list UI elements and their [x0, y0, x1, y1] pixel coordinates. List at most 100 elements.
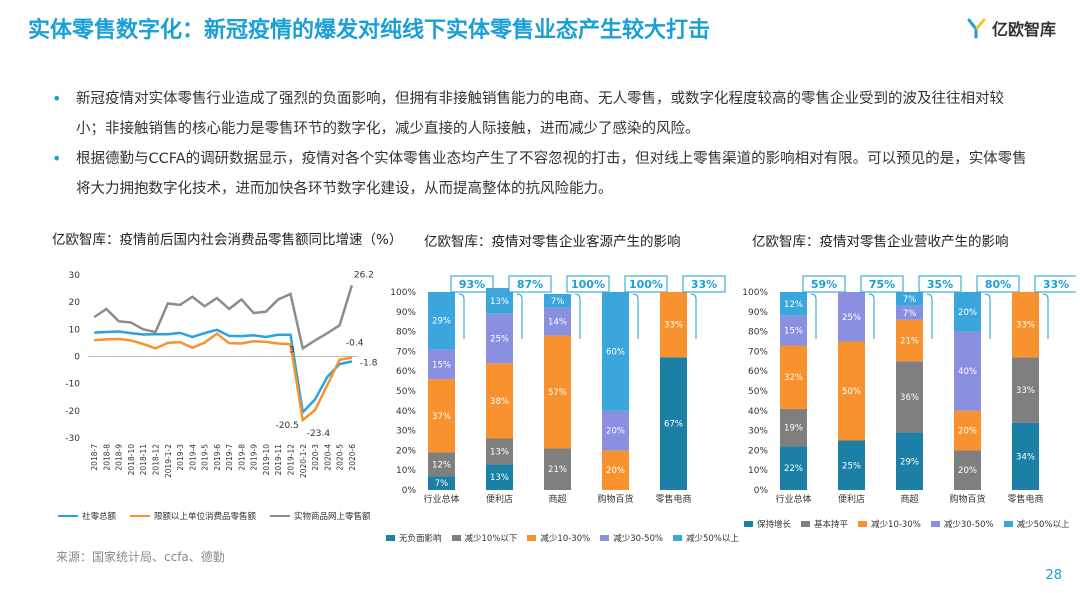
y-tick-label: 10%	[396, 466, 416, 476]
bar-segment	[780, 446, 807, 490]
callout-box	[566, 275, 610, 293]
data-label: 3	[289, 345, 295, 355]
bar-label: 7%	[903, 295, 917, 305]
callout-box	[624, 275, 668, 293]
bar-segment	[954, 410, 981, 451]
x-tick-label: 2019-12	[287, 444, 296, 476]
bar-label: 57%	[548, 388, 567, 398]
bar-segment	[896, 319, 923, 362]
x-tick-label: 零售电商	[1007, 493, 1043, 505]
bar-label: 67%	[664, 420, 683, 430]
legend-item: 减少50%以上	[672, 532, 739, 544]
x-tick-label: 便利店	[486, 493, 513, 505]
x-tick-label: 商超	[548, 493, 566, 505]
y-tick-label: 0	[74, 353, 80, 363]
revenue-impact-chart: 100% 90% 80% 70% 60% 50% 40% 30% 20% 10% 0% 22% 19% 3…	[742, 275, 1076, 505]
series-line	[94, 332, 353, 423]
bar-segment	[780, 292, 807, 316]
line-chart-legend: 社零总额 限额以上单位消费品零售额 实物商品网上零售额	[58, 510, 371, 522]
x-tick-label: 2018-7	[90, 444, 99, 471]
legend-item: 减少10-30%	[858, 518, 921, 530]
bar-label: 7%	[551, 297, 565, 307]
y-tick-label: 60%	[396, 367, 416, 377]
bar-segment	[1012, 357, 1039, 423]
bar-label: 34%	[1016, 452, 1035, 462]
y-tick-label: 0%	[402, 486, 417, 496]
bar-label: 14%	[548, 318, 567, 328]
page-title: 实体零售数字化：新冠疫情的爆发对纯线下实体零售业态产生较大打击	[28, 18, 711, 43]
legend-item: 减少50%以上	[1003, 518, 1070, 530]
callout-label: 80%	[985, 278, 1011, 291]
bar-segment	[486, 313, 513, 364]
x-tick-label: 2019-5	[201, 444, 210, 471]
bar-segment	[486, 363, 513, 439]
x-tick-label: 2019-10	[262, 444, 271, 476]
x-tick-label: 2019-1-2	[164, 444, 173, 478]
y-tick-label: 0%	[754, 486, 769, 496]
legend-item: 减少30-50%	[600, 532, 663, 544]
callout-label: 87%	[517, 278, 543, 291]
callout-bracket	[984, 293, 991, 339]
bar-label: 36%	[900, 393, 919, 403]
bar-segment	[954, 450, 981, 490]
logo-icon	[967, 18, 986, 39]
x-tick-label: 2018-9	[115, 444, 124, 471]
legend-item: 保持增长	[744, 518, 791, 530]
bar-label: 13%	[490, 297, 509, 307]
chart-title-customer-impact: 亿欧智库：疫情对零售企业客源产生的影响	[424, 234, 681, 250]
callout-box	[1034, 275, 1076, 293]
bar-label: 20%	[606, 427, 625, 437]
bar-segment	[428, 476, 455, 490]
y-tick-label: -10	[65, 380, 80, 390]
bar-label: 7%	[903, 309, 917, 319]
bar-label: 22%	[784, 464, 803, 474]
bar-segment	[838, 440, 865, 490]
bar-label: 15%	[784, 327, 803, 337]
legend-item: 限额以上单位消费品零售额	[130, 510, 256, 522]
legend-item: 基本持平	[801, 518, 848, 530]
callout-box	[976, 275, 1020, 293]
x-tick-label: 行业总体	[775, 493, 811, 505]
y-tick-label: 70%	[396, 347, 416, 357]
bar-label: 33%	[1016, 386, 1035, 396]
bar-label: 7%	[435, 479, 449, 489]
callout-bracket	[926, 293, 933, 339]
bar-label: 25%	[842, 313, 861, 323]
y-tick-label: 50%	[748, 387, 768, 397]
page-number: 28	[1045, 568, 1062, 583]
bar-label: 21%	[900, 337, 919, 347]
bar-segment	[896, 305, 923, 320]
bar-label: 25%	[842, 461, 861, 471]
bar-label: 38%	[490, 397, 509, 407]
bar-segment	[544, 448, 571, 490]
y-tick-label: 40%	[748, 407, 768, 417]
y-tick-label: 10%	[748, 466, 768, 476]
bar-segment	[602, 292, 629, 411]
x-tick-label: 商超	[900, 493, 918, 505]
callout-box	[450, 275, 494, 293]
y-tick-label: -20	[65, 407, 80, 417]
x-tick-label: 2019-9	[250, 444, 259, 471]
legend-item: 实物商品网上零售额	[270, 510, 371, 522]
y-tick-label: 90%	[396, 308, 416, 318]
x-tick-label: 2019-3	[176, 444, 185, 471]
customer-impact-chart: 100% 90% 80% 70% 60% 50% 40% 30% 20% 10% 0% 7% 12% 37…	[390, 275, 726, 505]
x-tick-label: 2019-4	[188, 444, 197, 471]
x-tick-label: 2020-5	[336, 444, 345, 471]
bar-label: 12%	[432, 460, 451, 470]
y-tick-label: 60%	[748, 367, 768, 377]
x-tick-label: 2018-12	[152, 444, 161, 476]
brand-logo: 亿欧智库	[966, 16, 1056, 40]
y-tick-label: 30%	[396, 427, 416, 437]
bar-label: 13%	[490, 473, 509, 483]
bullet-item: 新冠疫情对实体零售行业造成了强烈的负面影响，但拥有非接触销售能力的电商、无人零售…	[52, 84, 1032, 144]
x-tick-label: 2020-1-2	[299, 444, 308, 478]
series-line	[93, 284, 354, 351]
x-tick-label: 零售电商	[655, 493, 691, 505]
y-tick-label: 100%	[390, 288, 416, 298]
x-tick-label: 2018-8	[102, 444, 111, 471]
callout-box	[508, 275, 552, 293]
series-line	[94, 328, 353, 415]
callout-bracket	[690, 293, 697, 339]
